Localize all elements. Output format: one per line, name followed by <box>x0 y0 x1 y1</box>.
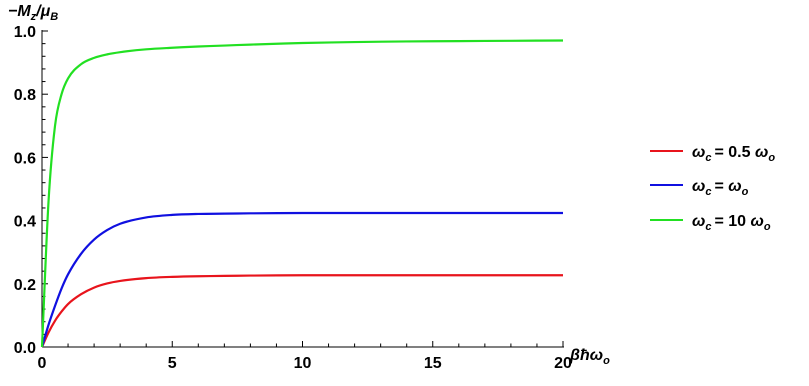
legend-label: ωc = 10 ωo <box>692 213 771 233</box>
series-lines <box>40 39 564 348</box>
y-tick-label: 0.8 <box>14 87 36 104</box>
y-tick-label: 0.4 <box>14 214 36 231</box>
x-tick-label: 15 <box>424 355 442 372</box>
legend: ωc = 0.5 ωo ωc = ωo ωc = 10 ωo <box>650 144 775 233</box>
x-tick-label: 5 <box>168 355 177 372</box>
legend-label: ωc = ωo <box>692 178 749 198</box>
y-tick-label: 0.0 <box>14 340 36 357</box>
series-line-0 <box>40 274 563 348</box>
legend-item-2: ωc = 10 ωo <box>650 213 771 233</box>
legend-label: ωc = 0.5 ωo <box>692 144 775 164</box>
y-tick-label: 1.0 <box>14 24 36 41</box>
legend-item-1: ωc = ωo <box>650 178 749 198</box>
x-axis-label: βħωo <box>569 347 610 367</box>
y-tick-label: 0.2 <box>14 277 36 294</box>
y-axis-label: −Mz/μB <box>8 3 58 23</box>
y-tick-label: 0.6 <box>14 150 36 167</box>
series-line-1 <box>40 211 563 348</box>
x-tick-label: 10 <box>294 355 312 372</box>
series-line-2 <box>40 39 564 348</box>
legend-item-0: ωc = 0.5 ωo <box>650 144 775 164</box>
y-ticks: 0.0 0.2 0.4 0.6 0.8 1.0 <box>14 24 48 357</box>
axes <box>41 30 564 348</box>
x-tick-label: 0 <box>38 355 47 372</box>
x-tick-label: 20 <box>554 355 572 372</box>
x-ticks: 0 5 10 15 20 <box>38 341 572 372</box>
